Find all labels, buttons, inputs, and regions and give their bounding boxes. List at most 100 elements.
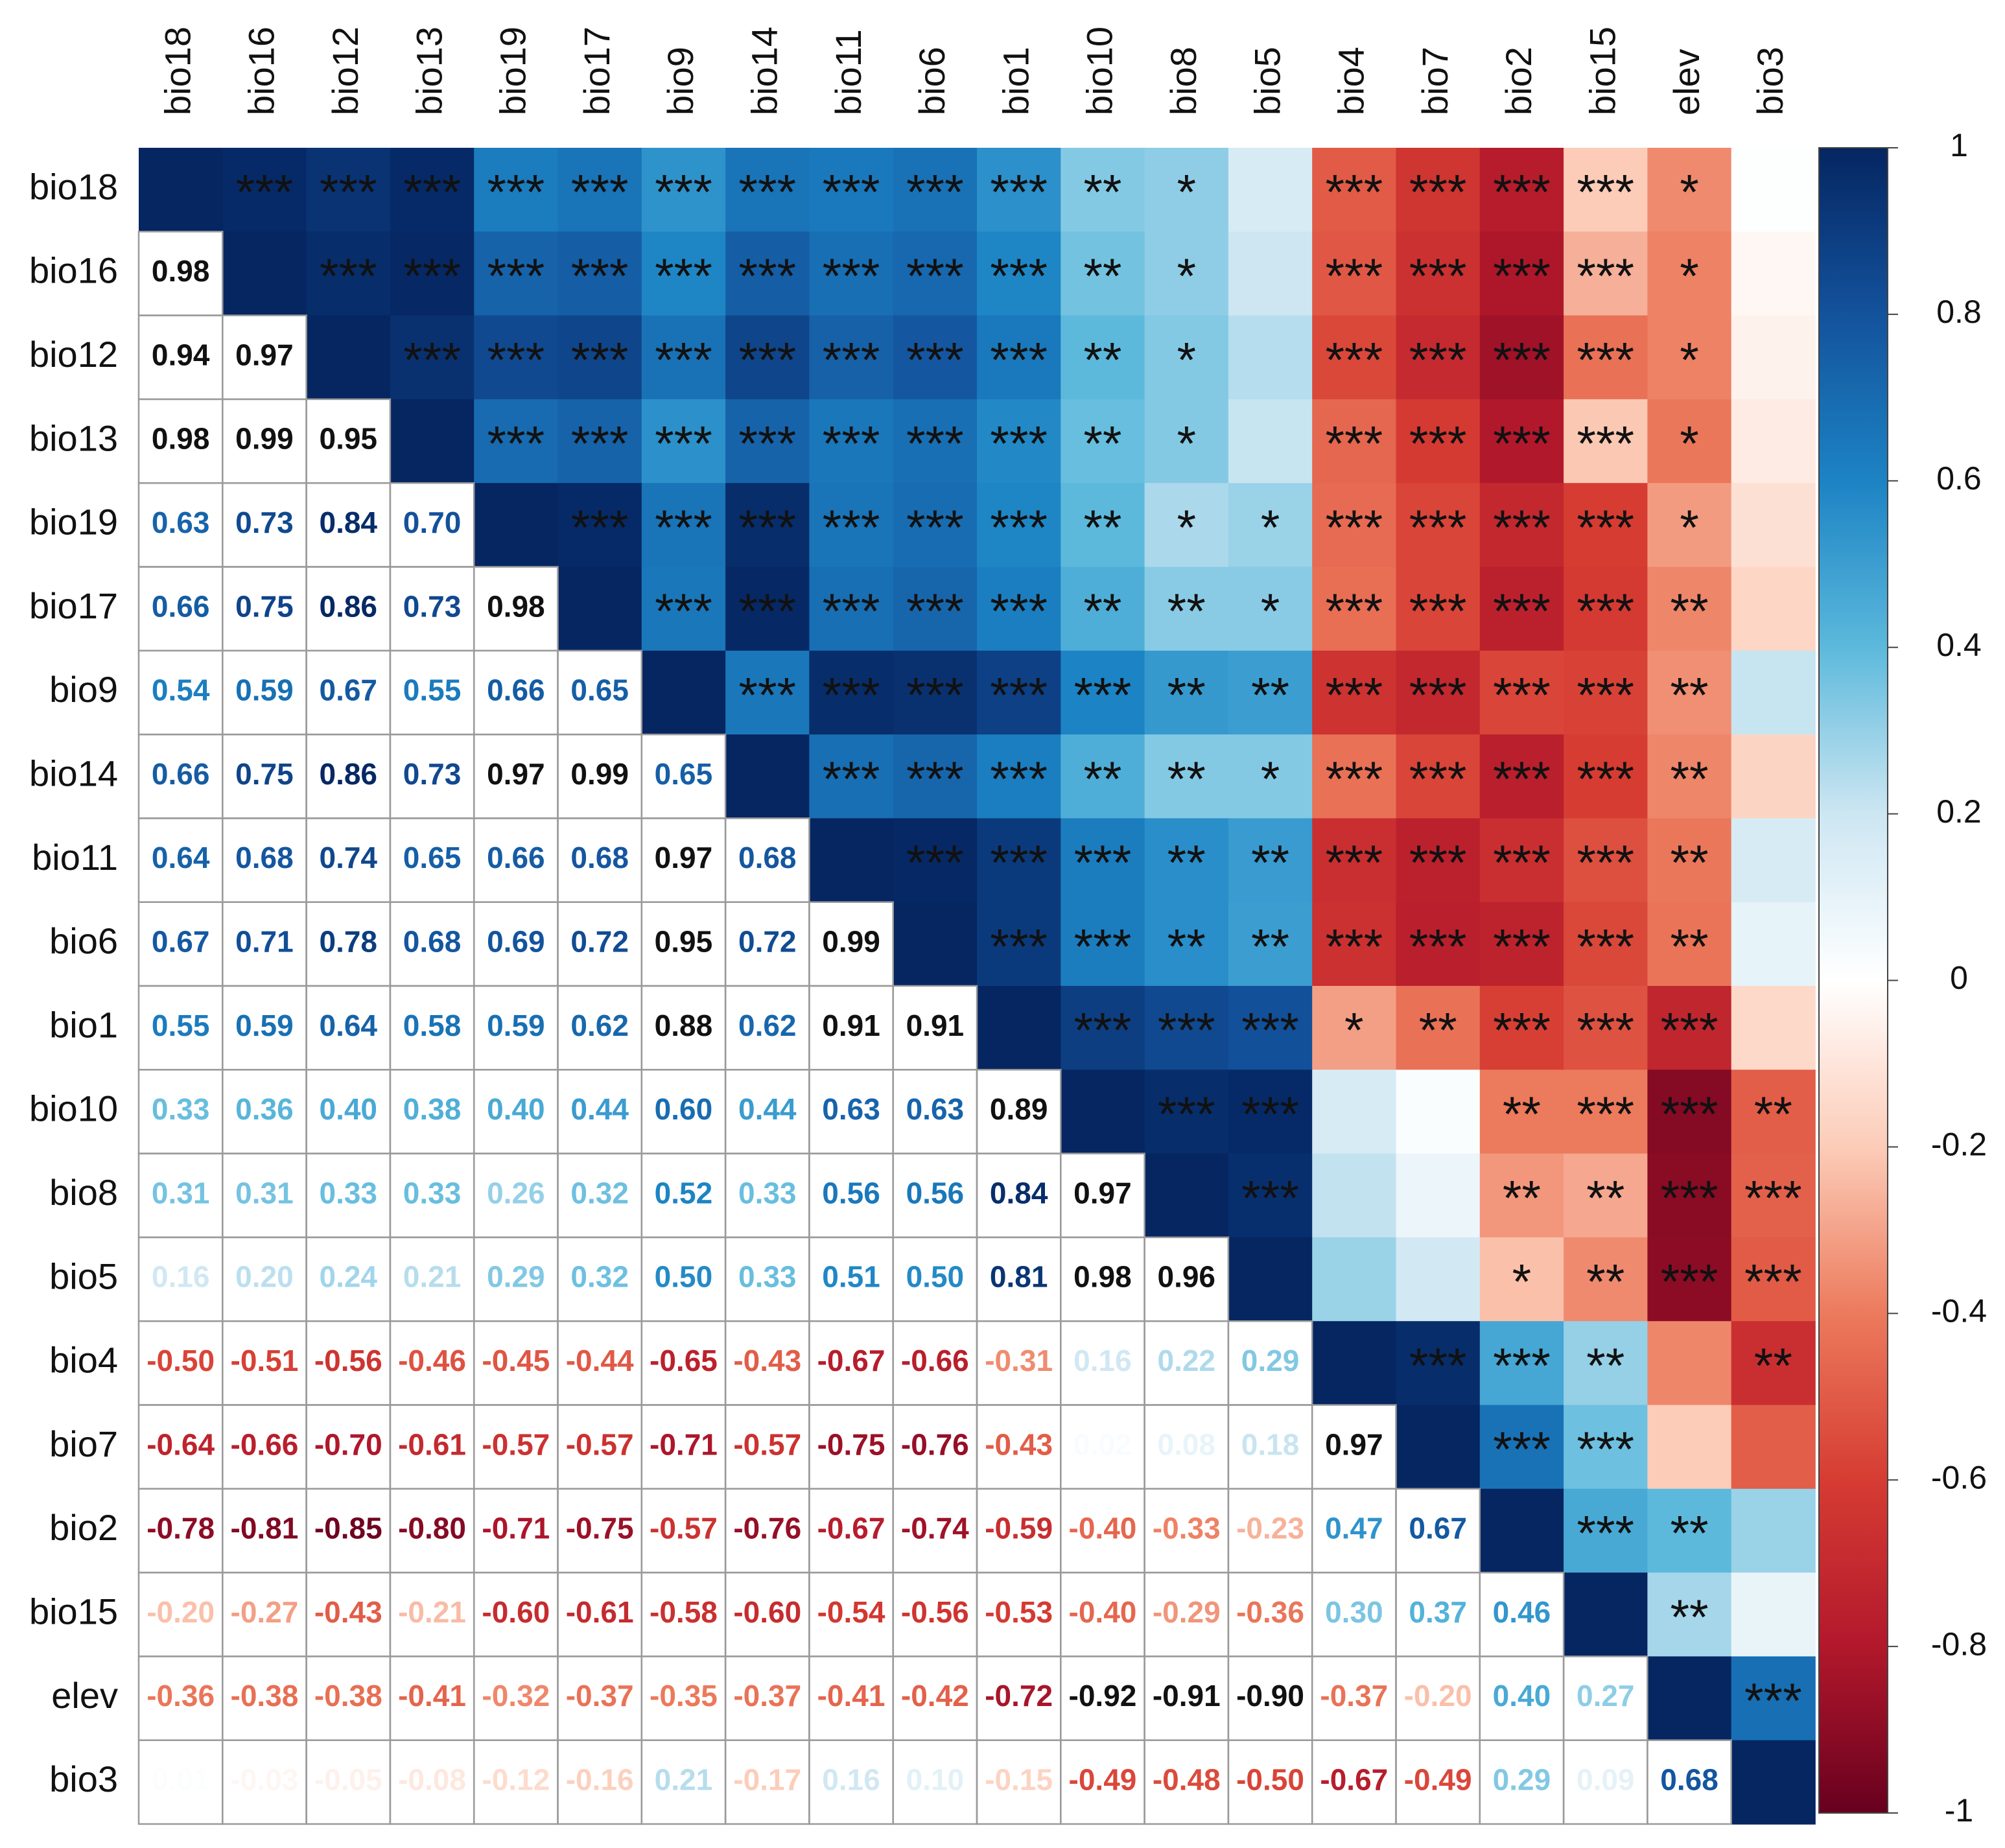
cell-bio4-elev	[1647, 1321, 1732, 1406]
cell-bio14-bio14	[725, 734, 810, 819]
cell-bio12-bio2	[1479, 315, 1564, 400]
cell-bio4-bio18	[139, 1321, 223, 1405]
cell-bio13-bio6	[893, 399, 978, 484]
cell-bio14-bio6	[893, 734, 978, 819]
cell-bio7-bio18	[139, 1405, 223, 1489]
cell-bio6-bio11	[809, 902, 893, 986]
cell-bio10-bio11	[809, 1070, 893, 1154]
cell-bio6-bio4	[1312, 902, 1397, 987]
correlation-value: -0.31	[985, 1344, 1053, 1377]
correlation-value: -0.61	[566, 1595, 634, 1629]
correlation-value: -0.60	[733, 1595, 801, 1629]
cell-bio11-bio8	[1144, 818, 1229, 903]
cell-bio10-bio5	[1228, 1070, 1313, 1154]
cell-bio10-bio14	[725, 1070, 810, 1154]
significance-stars: ***	[1577, 1003, 1634, 1059]
column-labels: bio18 bio16 bio12 bio13 bio19 bio17 bio9 bio14 b…	[157, 27, 1790, 115]
cell-bio6-bio16	[222, 902, 307, 986]
significance-stars: **	[1670, 752, 1708, 807]
row-label-bio8: bio8	[49, 1172, 118, 1213]
column-label-bio9: bio9	[660, 47, 701, 115]
significance-stars: **	[1083, 500, 1121, 556]
column-label-bio13: bio13	[408, 27, 449, 115]
cell-bio2-bio12	[306, 1488, 390, 1573]
correlation-value: 0.99	[822, 925, 880, 959]
significance-stars: ***	[1493, 836, 1551, 891]
significance-stars: **	[1083, 165, 1121, 220]
correlation-value: 0.33	[152, 1092, 210, 1126]
cell-bio3-bio2	[1479, 1740, 1564, 1824]
significance-stars: ***	[990, 584, 1048, 639]
cell-bio17-bio10	[1061, 567, 1145, 651]
cell-bio13-bio16	[222, 399, 307, 484]
cell-bio18-bio9	[641, 148, 726, 233]
cell-bio11-bio15	[1564, 818, 1648, 903]
cell-bio10-bio1	[977, 1070, 1061, 1154]
significance-stars: ***	[1074, 836, 1132, 891]
significance-stars: ***	[1074, 1003, 1132, 1059]
significance-stars: **	[1167, 668, 1206, 723]
cell-bio11-bio9	[641, 818, 726, 902]
column-label-bio2: bio2	[1498, 47, 1539, 115]
cell-elev-bio12	[306, 1656, 390, 1740]
correlation-value: 0.91	[906, 1009, 965, 1042]
significance-stars: ***	[823, 249, 880, 304]
colorbar-tick-label: -0.2	[1931, 1127, 1987, 1163]
cell-bio16-bio5	[1228, 231, 1313, 316]
cell-bio9-bio9	[641, 650, 726, 735]
cell-bio5-bio14	[725, 1237, 810, 1322]
cell-bio8-bio11	[809, 1153, 893, 1237]
significance-stars: ***	[990, 500, 1048, 556]
cell-bio7-bio13	[390, 1405, 475, 1489]
significance-stars: ***	[1577, 500, 1634, 556]
correlation-value: 0.26	[487, 1176, 545, 1210]
correlation-value: 0.60	[655, 1092, 713, 1126]
cell-bio12-bio1	[977, 315, 1062, 400]
cell-bio17-bio4	[1312, 567, 1397, 651]
cell-bio4-bio3	[1731, 1321, 1816, 1406]
significance-stars: *	[1177, 500, 1196, 556]
correlation-value: -0.80	[398, 1512, 466, 1545]
cell-bio13-bio4	[1312, 399, 1397, 484]
column-label-bio17: bio17	[576, 27, 617, 115]
significance-stars: **	[1167, 836, 1206, 891]
cell-bio19-bio14	[725, 483, 810, 568]
significance-stars: ***	[1409, 333, 1467, 388]
correlation-value: 0.18	[1241, 1427, 1300, 1461]
correlation-value: -0.51	[231, 1344, 299, 1377]
significance-stars: **	[1251, 919, 1289, 974]
cell-bio3-bio3	[1731, 1740, 1816, 1825]
cell-elev-bio11	[809, 1656, 893, 1740]
significance-stars: ***	[1409, 836, 1467, 891]
cell-bio7-bio11	[809, 1405, 893, 1489]
cell-bio1-bio9	[641, 986, 726, 1070]
cell-bio6-bio8	[1144, 902, 1229, 987]
cell-bio16-bio10	[1061, 231, 1145, 316]
significance-stars: ***	[1577, 668, 1634, 723]
significance-stars: **	[1251, 668, 1289, 723]
correlation-value: -0.76	[733, 1512, 801, 1545]
correlation-value: 0.33	[738, 1176, 797, 1210]
correlation-value: 0.09	[1577, 1763, 1635, 1797]
significance-stars: ***	[1409, 752, 1467, 807]
significance-stars: ***	[990, 836, 1048, 891]
cell-bio5-bio3	[1731, 1237, 1816, 1322]
cell-bio9-bio1	[977, 650, 1062, 735]
correlation-value: 0.29	[487, 1260, 545, 1294]
cell-bio4-bio10	[1061, 1321, 1145, 1405]
correlation-value: 0.86	[319, 589, 377, 623]
cell-bio4-bio17	[557, 1321, 642, 1405]
heatmap-cells: *** *** *** *** *** *** *** *** *** *** ** * *** *** *…	[139, 148, 1816, 1825]
cell-elev-bio16	[222, 1656, 307, 1740]
cell-bio18-bio3	[1731, 148, 1816, 233]
significance-stars: ***	[1074, 668, 1132, 723]
cell-bio4-bio7	[1396, 1321, 1481, 1406]
significance-stars: ***	[1409, 417, 1467, 472]
cell-bio17-bio7	[1396, 567, 1481, 651]
significance-stars: ***	[1325, 836, 1383, 891]
significance-stars: ***	[906, 752, 964, 807]
correlation-value: 0.69	[487, 925, 545, 959]
cell-bio9-bio10	[1061, 650, 1145, 735]
cell-bio6-bio19	[474, 902, 558, 986]
cell-bio1-bio2	[1479, 986, 1564, 1071]
